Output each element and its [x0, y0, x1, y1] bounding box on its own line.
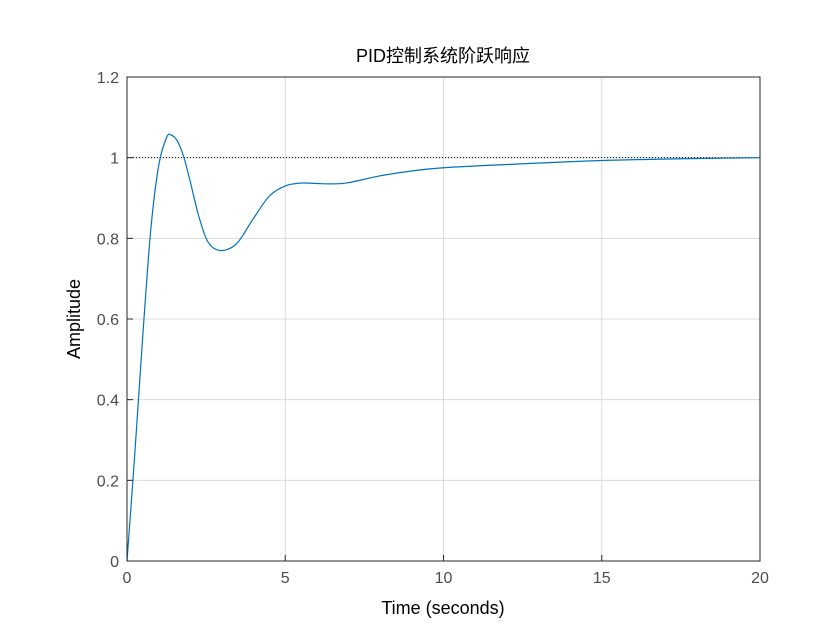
x-tick-label: 20 [751, 570, 769, 587]
x-tick-label: 10 [435, 570, 453, 587]
y-axis-label: Amplitude [64, 279, 84, 359]
y-tick-label: 1 [110, 151, 119, 168]
x-tick-label: 5 [281, 570, 290, 587]
step-response-line [126, 133, 761, 562]
y-tick-label: 0.8 [97, 231, 119, 248]
y-tick-label: 1.2 [97, 70, 119, 87]
x-tick-label: 15 [593, 570, 611, 587]
y-tick-label: 0.2 [97, 473, 119, 490]
chart-title: PID控制系统阶跃响应 [356, 46, 530, 66]
y-tick-label: 0.4 [97, 393, 119, 410]
x-tick-label: 0 [123, 570, 132, 587]
y-tick-label: 0.6 [97, 312, 119, 329]
y-tick-label: 0 [110, 554, 119, 571]
x-axis-label: Time (seconds) [381, 598, 504, 618]
